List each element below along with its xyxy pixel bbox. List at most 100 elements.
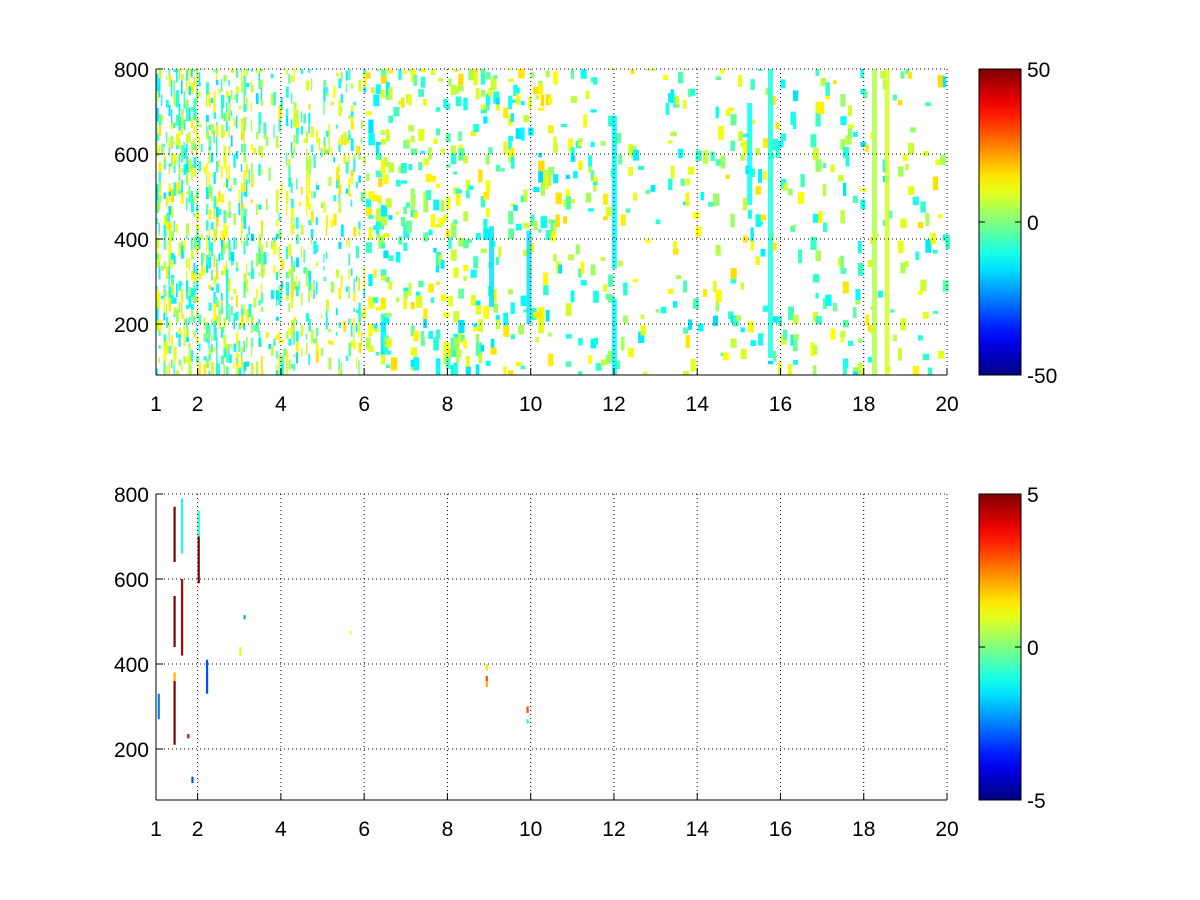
heatmap-cell bbox=[548, 332, 552, 337]
heatmap-cell bbox=[840, 267, 847, 274]
heatmap-cell bbox=[458, 131, 462, 141]
heatmap-cell bbox=[258, 272, 260, 277]
heatmap-cell bbox=[403, 298, 407, 310]
heatmap-cell bbox=[243, 304, 246, 315]
heatmap-cell bbox=[640, 314, 645, 320]
heatmap-cell bbox=[215, 207, 219, 218]
heatmap-cell bbox=[230, 252, 235, 262]
heatmap-cell bbox=[443, 341, 450, 356]
heatmap-cell bbox=[483, 218, 488, 229]
heatmap-cell bbox=[258, 204, 262, 210]
heatmap-cell bbox=[473, 72, 478, 86]
heatmap-cell bbox=[640, 325, 647, 336]
heatmap-cell bbox=[195, 229, 199, 243]
heatmap-cell bbox=[260, 292, 264, 304]
heatmap-cell bbox=[495, 256, 499, 265]
heatmap-cell bbox=[178, 69, 182, 73]
heatmap-cell bbox=[797, 191, 805, 205]
heatmap-cell bbox=[338, 241, 342, 249]
heatmap-cell bbox=[215, 79, 219, 85]
heatmap-cell bbox=[156, 121, 158, 134]
heatmap-cell bbox=[538, 152, 543, 158]
heatmap-cell bbox=[170, 231, 174, 242]
heatmap-cell bbox=[178, 130, 181, 139]
heatmap-cell bbox=[857, 240, 862, 254]
heatmap-cell bbox=[593, 77, 598, 85]
heatmap-cell bbox=[847, 105, 853, 117]
heatmap-cell bbox=[213, 112, 217, 119]
heatmap-cell bbox=[233, 288, 237, 295]
heatmap-cell bbox=[463, 264, 468, 272]
heatmap-cell bbox=[168, 345, 172, 354]
plot-area bbox=[156, 494, 947, 800]
heatmap-cell bbox=[220, 292, 223, 298]
heatmap-cell bbox=[408, 124, 414, 132]
heatmap-cell bbox=[195, 90, 199, 100]
heatmap-cell bbox=[225, 178, 229, 188]
heatmap-cell bbox=[258, 112, 262, 125]
heatmap-cell bbox=[170, 109, 173, 124]
heatmap-cell bbox=[255, 288, 258, 300]
x-tick-label: 16 bbox=[769, 818, 792, 841]
heatmap-cell bbox=[488, 87, 493, 97]
heatmap-cell bbox=[223, 222, 226, 237]
heatmap-cell bbox=[433, 247, 437, 253]
heatmap-cell bbox=[190, 309, 194, 322]
heatmap-cell bbox=[295, 331, 299, 342]
heatmap-cell bbox=[378, 177, 383, 188]
heatmap-strip bbox=[239, 647, 242, 656]
heatmap-cell bbox=[243, 289, 246, 298]
colorbar-tick-label: 0 bbox=[1027, 637, 1039, 660]
heatmap-cell bbox=[156, 140, 158, 149]
heatmap-cell bbox=[375, 145, 380, 154]
heatmap-cell bbox=[273, 290, 276, 295]
heatmap-cell bbox=[633, 149, 639, 161]
heatmap-cell bbox=[615, 360, 621, 370]
heatmap-cell bbox=[208, 354, 211, 361]
heatmap-cell bbox=[180, 125, 184, 129]
heatmap-cell bbox=[200, 265, 204, 276]
heatmap-cell bbox=[468, 239, 472, 243]
heatmap-cell bbox=[900, 71, 905, 79]
heatmap-cell bbox=[213, 208, 216, 220]
heatmap-cell bbox=[418, 162, 423, 171]
heatmap-cell bbox=[260, 369, 264, 375]
heatmap-cell bbox=[755, 148, 760, 156]
heatmap-cell bbox=[245, 179, 248, 185]
heatmap-cell bbox=[495, 97, 500, 105]
heatmap-cell bbox=[225, 242, 229, 249]
heatmap-cell bbox=[290, 182, 293, 193]
heatmap-cell bbox=[435, 107, 441, 112]
heatmap-cell bbox=[495, 315, 500, 320]
heatmap-cell bbox=[463, 156, 468, 164]
heatmap-cell bbox=[383, 250, 389, 259]
heatmap-cell bbox=[308, 104, 311, 110]
heatmap-cell bbox=[156, 237, 160, 249]
heatmap-cell bbox=[205, 162, 208, 175]
heatmap-cell bbox=[665, 102, 670, 115]
heatmap-cell bbox=[305, 313, 310, 322]
heatmap-cell bbox=[490, 338, 495, 348]
heatmap-cell bbox=[340, 134, 344, 146]
heatmap-cell bbox=[508, 141, 512, 150]
heatmap-cell bbox=[600, 141, 606, 146]
heatmap-cell bbox=[345, 240, 348, 246]
heatmap-strip bbox=[349, 630, 352, 635]
heatmap-cell bbox=[458, 320, 465, 334]
heatmap-cell bbox=[530, 72, 535, 79]
heatmap-cell bbox=[230, 305, 233, 316]
heatmap-cell bbox=[233, 118, 236, 127]
heatmap-cell bbox=[223, 182, 225, 188]
heatmap-cell bbox=[215, 217, 219, 227]
heatmap-cell bbox=[188, 342, 191, 355]
heatmap-cell bbox=[223, 157, 227, 169]
heatmap-cell bbox=[235, 294, 238, 308]
heatmap-cell bbox=[188, 295, 192, 308]
heatmap-cell bbox=[228, 95, 231, 103]
heatmap-cell bbox=[288, 268, 292, 276]
heatmap-strip bbox=[485, 664, 488, 671]
heatmap-cell bbox=[265, 198, 268, 211]
heatmap-cell bbox=[205, 254, 210, 266]
heatmap-cell bbox=[156, 91, 159, 102]
